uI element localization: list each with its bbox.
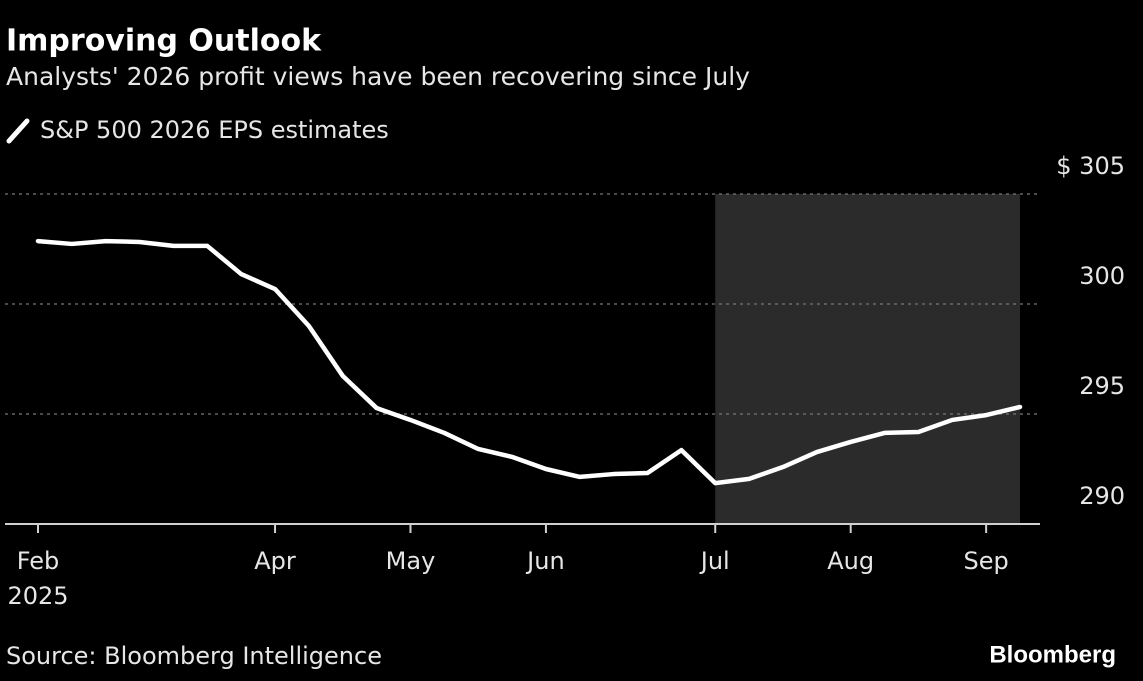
- y-tick-label: 290: [1079, 482, 1125, 510]
- y-tick-label: $ 305: [1056, 152, 1125, 180]
- x-tick-label: Feb: [17, 547, 60, 575]
- x-tick-label: Jun: [525, 547, 565, 575]
- source: Source: Bloomberg Intelligence: [6, 642, 382, 670]
- brand: Bloomberg: [989, 641, 1116, 668]
- x-tick-label: Apr: [254, 547, 296, 575]
- y-tick-label: 300: [1079, 262, 1125, 290]
- legend-label: S&P 500 2026 EPS estimates: [40, 116, 389, 144]
- chart-subtitle: Analysts' 2026 profit views have been re…: [6, 62, 750, 91]
- x-tick-label: Sep: [964, 547, 1009, 575]
- shade-layer: [715, 194, 1020, 524]
- x-tick-label: Jul: [699, 547, 730, 575]
- legend-swatch: [6, 118, 30, 144]
- chart-title: Improving Outlook: [6, 24, 322, 59]
- highlight-region: [715, 194, 1020, 524]
- x-tick-label: May: [386, 547, 436, 575]
- y-tick-label: 295: [1079, 372, 1125, 400]
- series-line: [35, 238, 1023, 486]
- x-year-label: 2025: [7, 582, 68, 610]
- x-tick-label: Aug: [827, 547, 874, 575]
